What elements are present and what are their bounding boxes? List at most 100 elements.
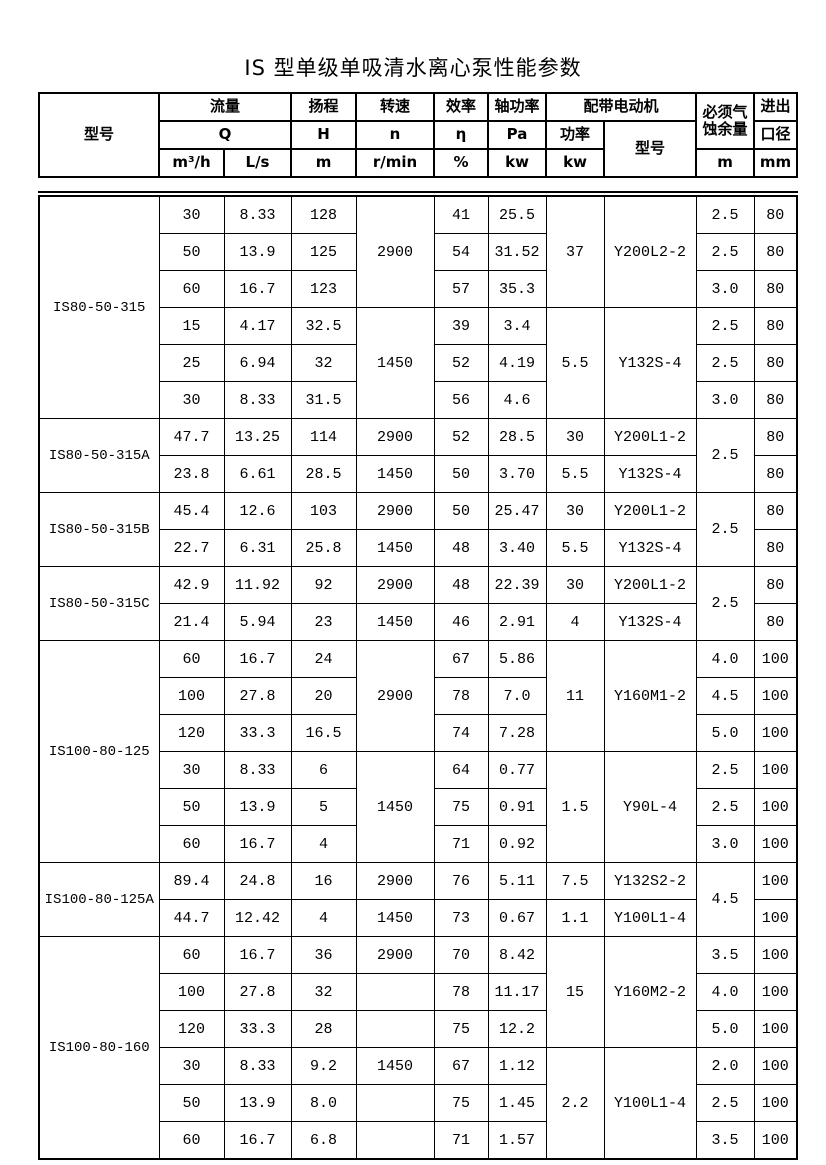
symbol-head: H [290,120,358,150]
data-cell: 22.7 [158,529,225,567]
data-cell: 80 [753,455,798,493]
data-cell: 5.5 [545,455,605,493]
data-cell: 80 [753,270,798,308]
symbol-shaft-power: Pa [487,120,548,150]
data-cell: 75 [433,1084,489,1122]
table-row: IS100-80-125 60 16.7 24 2900 67 5.86 11 Y160M1-2… [38,640,798,863]
data-cell: Y132S-4 [603,307,697,419]
data-cell: 5.94 [223,603,292,641]
data-cell [355,1010,435,1048]
data-cell: 54 [433,233,489,271]
data-cell: 30 [545,418,605,456]
header-row-units: m³/h L/s m r/min % kw kw m mm [39,148,799,178]
data-cell: Y132S-4 [603,603,697,641]
data-cell: 24 [290,640,357,678]
data-cell: 57 [433,270,489,308]
unit-flow-m3h: m³/h [158,148,225,178]
col-header-motor-power: 功率 [545,120,606,150]
data-cell: 30 [545,492,605,530]
data-cell: 2.5 [695,307,755,345]
data-cell: 71 [433,1121,489,1160]
data-cell: 2.5 [695,193,755,234]
data-cell: 1450 [355,455,435,493]
data-cell: 74 [433,714,489,752]
data-cell: 31.5 [290,381,357,419]
col-header-npsh: 必须气 蚀余量 [695,92,756,150]
data-cell: Y160M2-2 [603,936,697,1048]
data-cell: 28.5 [290,455,357,493]
data-cell: 76 [433,862,489,900]
data-cell: Y132S2-2 [603,862,697,900]
data-cell: 5 [290,788,357,826]
data-cell: 67 [433,640,489,678]
data-cell: 100 [753,973,798,1011]
data-cell: 13.25 [223,418,292,456]
performance-table-body: IS80-50-315 30 8.33 128 2900 41 25.5 37 Y200L2-2… [38,193,798,1160]
unit-port: mm [753,148,799,178]
data-cell: 2900 [355,418,435,456]
data-cell: 39 [433,307,489,345]
data-cell: 80 [753,233,798,271]
data-cell: 2.5 [695,566,755,641]
data-cell: 1450 [355,603,435,641]
data-cell: 73 [433,899,489,937]
data-cell: 2900 [355,492,435,530]
data-cell: 46 [433,603,489,641]
data-cell: 4 [290,825,357,863]
data-cell: 4.0 [695,640,755,678]
data-cell: 48 [433,529,489,567]
data-cell: 2.5 [695,751,755,789]
header-row-symbols: Q H n η Pa 功率 型号 口径 [39,120,799,178]
table-row: 15 4.17 32.5 1450 39 3.4 5.5 Y132S-4 2.5 80 [39,307,798,419]
pump-model-cell: IS80-50-315C [38,566,160,641]
data-cell: 0.77 [487,751,547,789]
npsh-label-line2: 蚀余量 [702,120,748,138]
col-header-speed: 转速 [355,92,436,122]
table-row: IS80-50-315B 45.4 12.6 103 2900 50 25.47 30 Y200… [38,492,798,567]
data-cell: 2.2 [545,1047,605,1160]
data-cell: 3.70 [487,455,547,493]
data-cell: 45.4 [158,492,225,530]
data-cell: 16.7 [223,270,292,308]
table-row: 120 33.3 28 75 12.2 5.0 100 [39,1010,798,1048]
data-cell: Y132S-4 [603,529,697,567]
data-cell: 25.8 [290,529,357,567]
data-cell: 100 [753,1121,798,1160]
data-cell: 100 [753,1047,798,1085]
data-cell: 67 [433,1047,489,1085]
data-cell: 1450 [355,307,435,419]
data-cell: 5.5 [545,529,605,567]
data-cell: 1.57 [487,1121,547,1160]
data-cell: 60 [158,1121,225,1160]
data-cell: 6.94 [223,344,292,382]
data-cell: 80 [753,566,798,604]
data-cell: 47.7 [158,418,225,456]
data-cell: Y200L2-2 [603,193,697,308]
data-cell: 80 [753,193,798,234]
data-cell: 3.5 [695,936,755,974]
data-cell: 80 [753,529,798,567]
data-cell: 100 [753,788,798,826]
col-header-port-line2: 口径 [753,120,799,150]
data-cell: 100 [753,1010,798,1048]
data-cell: 2900 [355,193,435,308]
data-cell: 5.5 [545,307,605,419]
table-row: IS80-50-315A 47.7 13.25 114 2900 52 28.5 30 Y200… [38,418,798,493]
data-cell: 100 [753,751,798,789]
data-cell: 23 [290,603,357,641]
data-cell: 25.47 [487,492,547,530]
data-cell: 1450 [355,1047,435,1085]
data-cell: Y100L1-4 [603,899,697,937]
data-cell: 13.9 [223,1084,292,1122]
table-row: 50 13.9 5 75 0.91 2.5 100 [39,788,798,826]
data-cell: 50 [158,788,225,826]
data-cell: 28.5 [487,418,547,456]
header-row-groups: 型号 流量 扬程 转速 效率 轴功率 配带电动机 必须气 蚀余量 进出 [38,92,799,178]
data-cell: 20 [290,677,357,715]
data-cell: 0.91 [487,788,547,826]
data-cell: 4.5 [695,862,755,937]
data-cell: 60 [158,640,225,678]
data-cell: 100 [158,677,225,715]
table-row: 50 13.9 8.0 75 1.45 2.5 100 [39,1084,798,1122]
